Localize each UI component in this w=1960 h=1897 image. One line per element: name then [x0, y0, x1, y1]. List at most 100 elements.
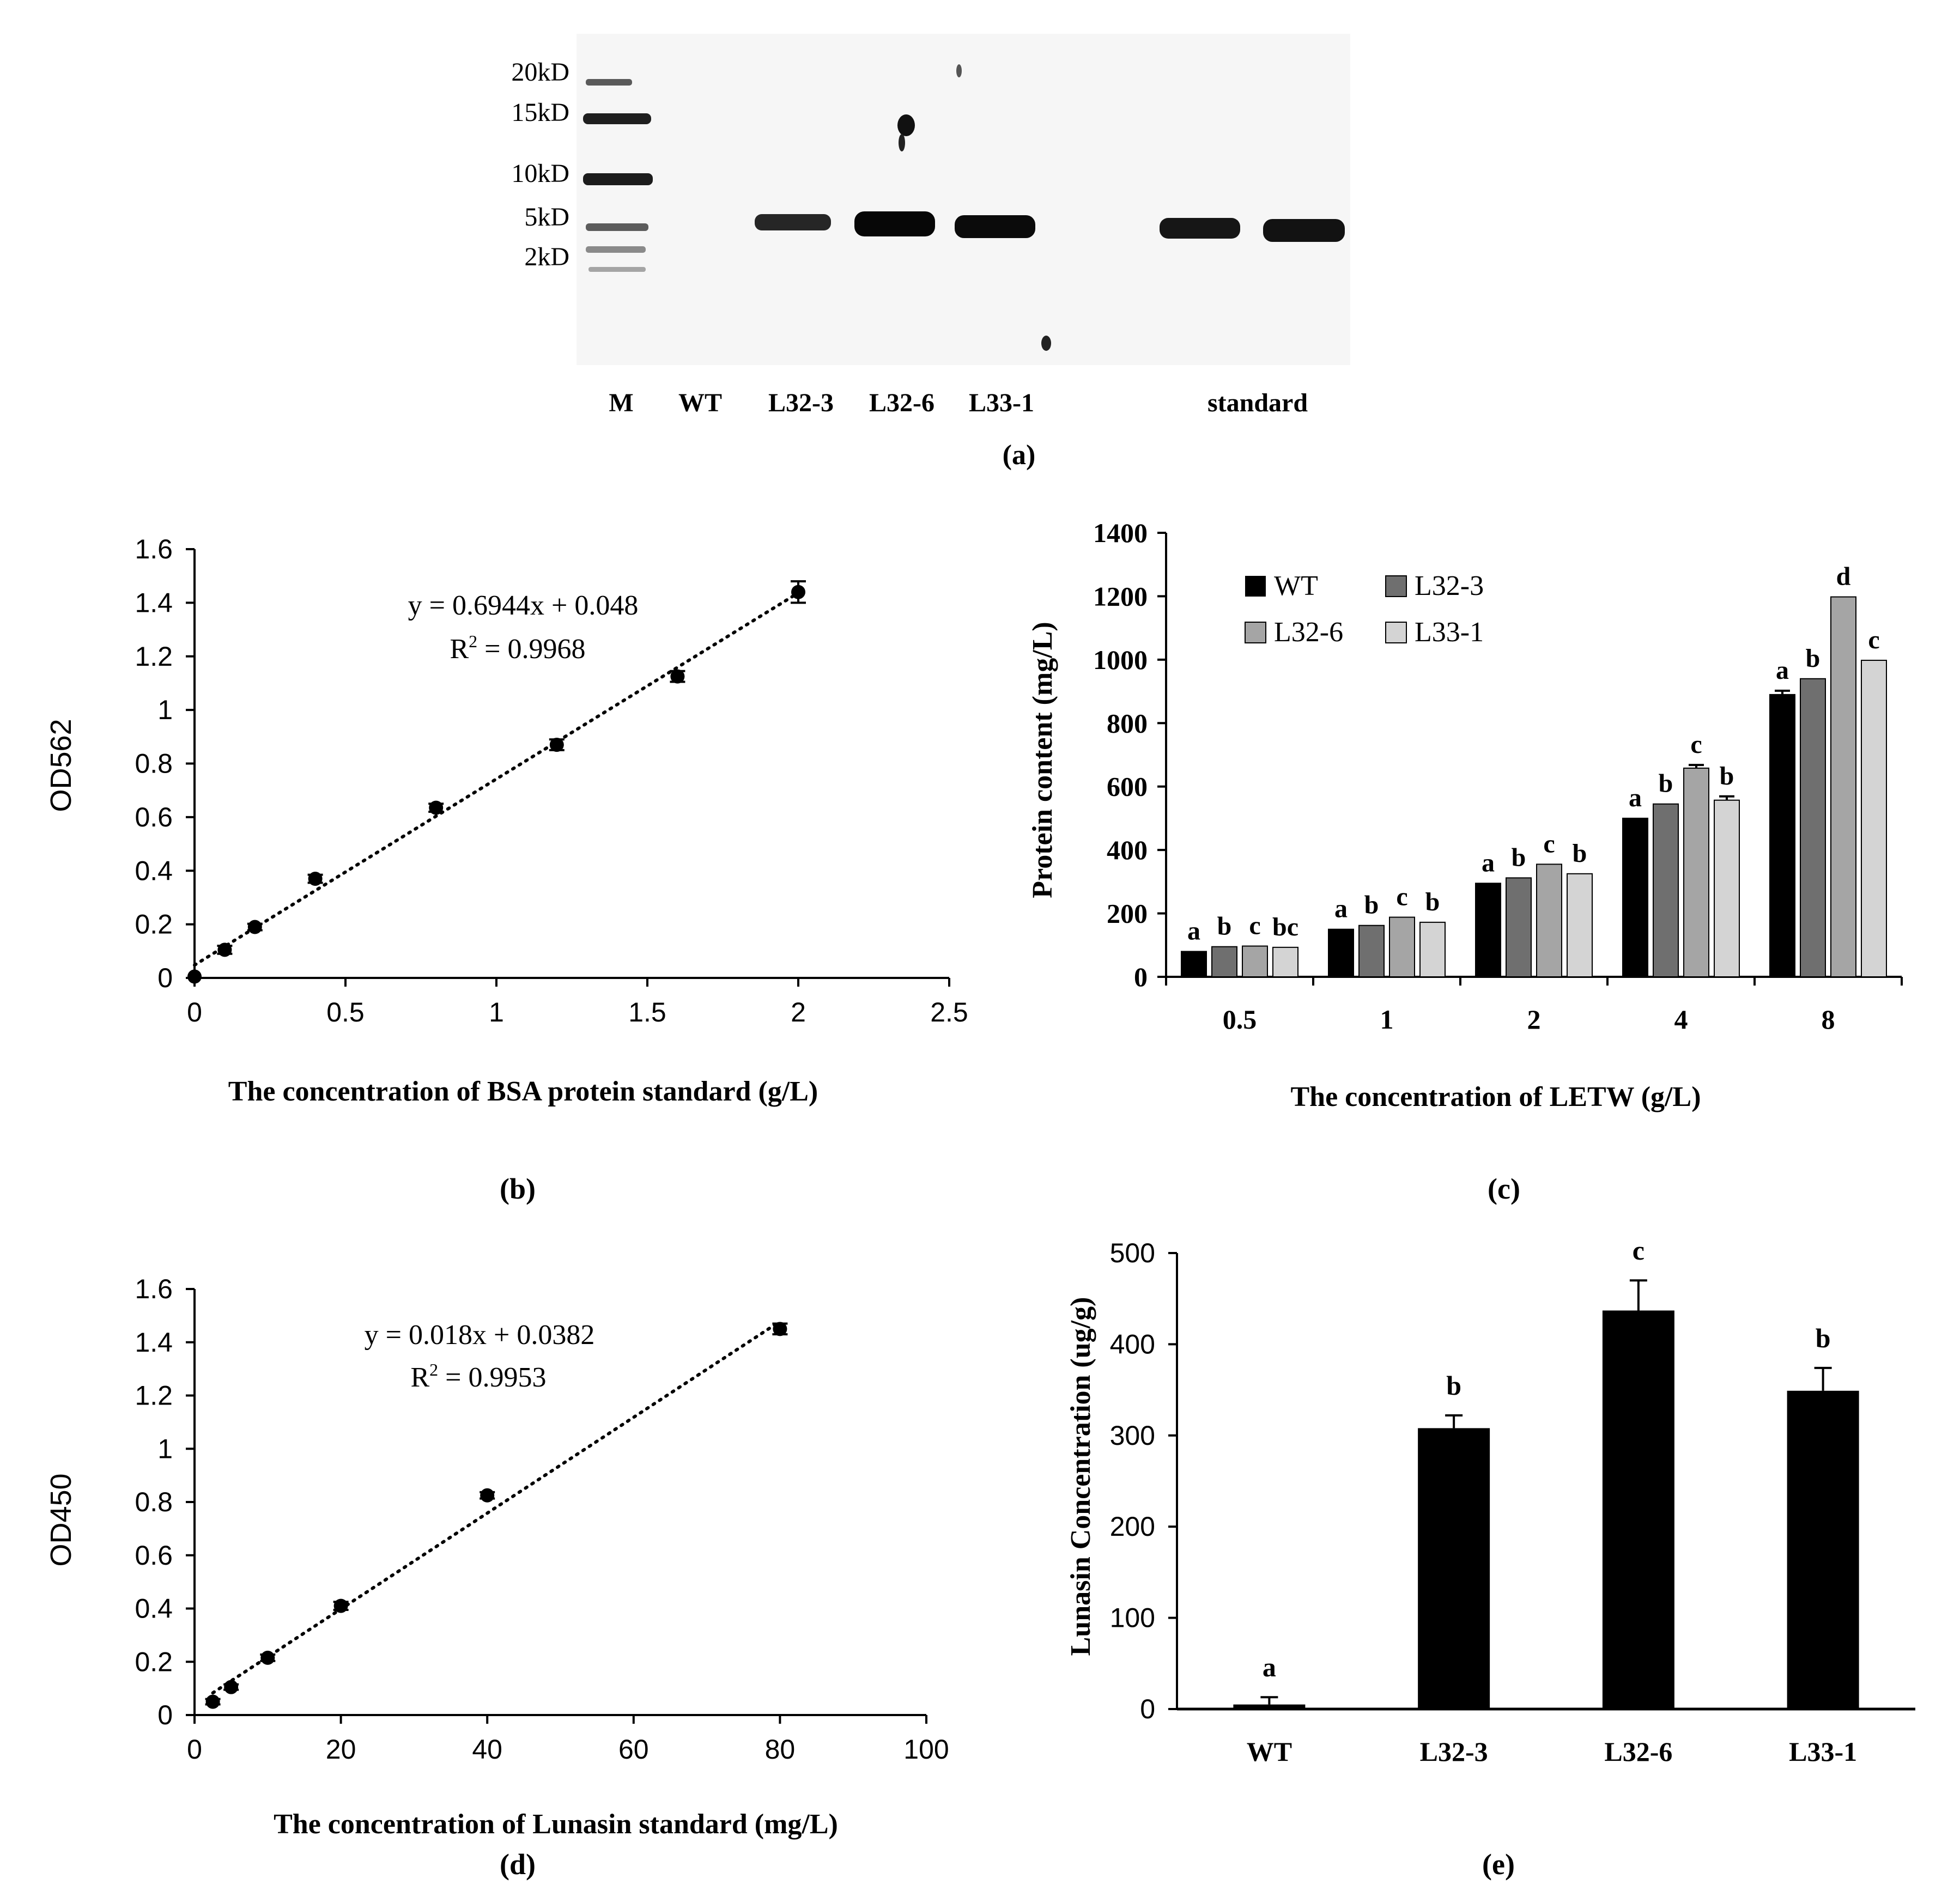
data-point	[247, 920, 262, 934]
significance-letter: a	[1776, 656, 1789, 685]
ladder-band-2kD	[586, 246, 646, 253]
r2-prefix-d: R	[410, 1362, 429, 1393]
blot-speck	[956, 64, 962, 77]
lane-labels: M WT L32-3 L32-6 L33-1 standard	[609, 388, 1308, 417]
xlabel-d: The concentration of Lunasin standard (m…	[274, 1809, 838, 1840]
bar	[1800, 678, 1826, 978]
data-point	[308, 872, 323, 886]
significance-letter: c	[1868, 625, 1879, 654]
x-tick-label: WT	[1247, 1736, 1292, 1767]
y-tick-label: 0.8	[135, 749, 173, 779]
panel-d: 0 0.2 0.4 0.6 0.8 1 1.2 1.4 1.6 0 20 40 60 80 100 y = …	[45, 1274, 949, 1881]
bar	[1328, 928, 1354, 978]
lane-label-wt: WT	[678, 388, 722, 417]
x-tick-label: L33-1	[1789, 1736, 1857, 1767]
marker-label-2kD: 2kD	[524, 242, 569, 271]
bar	[1861, 660, 1887, 978]
axes-e: 0 100 200 300 400 500 WT L32-3 L32-6 L33-1	[1110, 1238, 1915, 1767]
x-tick-label: L32-6	[1604, 1736, 1672, 1767]
x-tick-label: 80	[765, 1734, 796, 1765]
panel-label-e: (e)	[1482, 1848, 1515, 1881]
x-tick-label: 40	[472, 1734, 502, 1765]
r2-sup-b: 2	[469, 631, 477, 651]
ladder-band-15kD	[583, 113, 651, 124]
significance-letter: b	[1806, 644, 1821, 673]
legend-swatch-l32-3	[1385, 575, 1407, 597]
bar	[1389, 916, 1415, 977]
y-tick-label: 200	[1107, 898, 1148, 929]
legend-label-wt: WT	[1274, 570, 1318, 601]
x-tick-label: L32-3	[1420, 1736, 1488, 1767]
equation-b: y = 0.6944x + 0.048	[408, 590, 639, 621]
marker-label-15kD: 15kD	[511, 98, 569, 127]
x-tick-label: 0	[187, 997, 202, 1027]
legend-label-l33-1: L33-1	[1415, 617, 1484, 648]
x-tick-label: 1.5	[628, 997, 666, 1027]
legend-swatch-l33-1	[1385, 622, 1407, 643]
blot-speck	[1041, 336, 1051, 351]
y-tick-label: 800	[1107, 708, 1148, 738]
legend-label-l32-3: L32-3	[1415, 570, 1484, 601]
data-point	[333, 1598, 348, 1613]
axes-b: 0 0.2 0.4 0.6 0.8 1 1.2 1.4 1.6 0 0.5 1 1.5 2 2.5	[135, 534, 968, 1027]
lane-label-l32-3: L32-3	[768, 388, 834, 417]
y-tick-label: 0.4	[135, 855, 173, 886]
bar	[1714, 799, 1740, 978]
r2-value-d: = 0.9953	[438, 1362, 546, 1393]
x-tick-label: 20	[326, 1734, 356, 1765]
r-squared-b: R2 = 0.9968	[450, 631, 585, 665]
y-tick-label: 1.6	[135, 534, 173, 564]
panel-label-c: (c)	[1488, 1172, 1520, 1205]
significance-letter: b	[1720, 762, 1734, 791]
marker-ladder	[583, 79, 653, 272]
marker-labels: 20kD 15kD 10kD 5kD 2kD	[511, 58, 569, 271]
panel-label-b: (b)	[500, 1172, 536, 1205]
bar	[1536, 864, 1562, 977]
panel-e: 0 100 200 300 400 500 WT L32-3 L32-6 L33-1 a b c b L…	[1065, 1235, 1915, 1881]
marks-b	[187, 580, 806, 984]
significance-letter: a	[1629, 783, 1642, 812]
data-point	[480, 1488, 495, 1503]
data-point	[791, 585, 805, 599]
y-tick-label: 200	[1110, 1511, 1155, 1542]
x-tick-label: 2	[1527, 1004, 1541, 1035]
y-tick-label: 1	[157, 1433, 173, 1464]
bar	[1567, 873, 1593, 978]
band-standard-1	[1160, 218, 1240, 239]
y-tick-label: 0.8	[135, 1487, 173, 1517]
y-tick-label: 1400	[1093, 518, 1148, 548]
y-tick-label: 400	[1110, 1329, 1155, 1359]
x-tick-label: 1	[489, 997, 504, 1027]
x-tick-label: 8	[1822, 1004, 1835, 1035]
significance-letter: b	[1573, 839, 1587, 868]
ladder-band-20kD	[586, 79, 632, 86]
band-l32-3	[755, 214, 831, 230]
marker-label-5kD: 5kD	[524, 203, 569, 232]
marker-label-10kD: 10kD	[511, 159, 569, 188]
y-tick-label: 1.4	[135, 587, 173, 618]
significance-letter: d	[1836, 562, 1851, 591]
bar	[1683, 767, 1709, 977]
data-point	[205, 1694, 220, 1709]
lane-label-l32-6: L32-6	[869, 388, 935, 417]
ylabel-e: Lunasin Concentration (ug/g)	[1065, 1297, 1096, 1656]
blot-speck	[899, 134, 905, 151]
marks-e: a b c b	[1233, 1235, 1859, 1709]
legend-c: WT L32-3 L32-6 L33-1	[1245, 570, 1484, 648]
lane-label-standard: standard	[1207, 388, 1308, 417]
ylabel-b: OD562	[45, 719, 77, 812]
r2-prefix-b: R	[450, 634, 469, 665]
r2-value-b: = 0.9968	[477, 634, 585, 665]
ladder-band-faint	[588, 267, 646, 272]
y-tick-label: 0	[1134, 962, 1148, 992]
data-point	[670, 669, 685, 684]
significance-letter: a	[1482, 848, 1495, 877]
significance-letter: c	[1396, 883, 1407, 911]
bar	[1506, 877, 1532, 978]
bar	[1233, 1704, 1306, 1709]
significance-letter: b	[1512, 843, 1526, 872]
data-point	[549, 738, 564, 752]
panel-label-d: (d)	[500, 1848, 536, 1881]
